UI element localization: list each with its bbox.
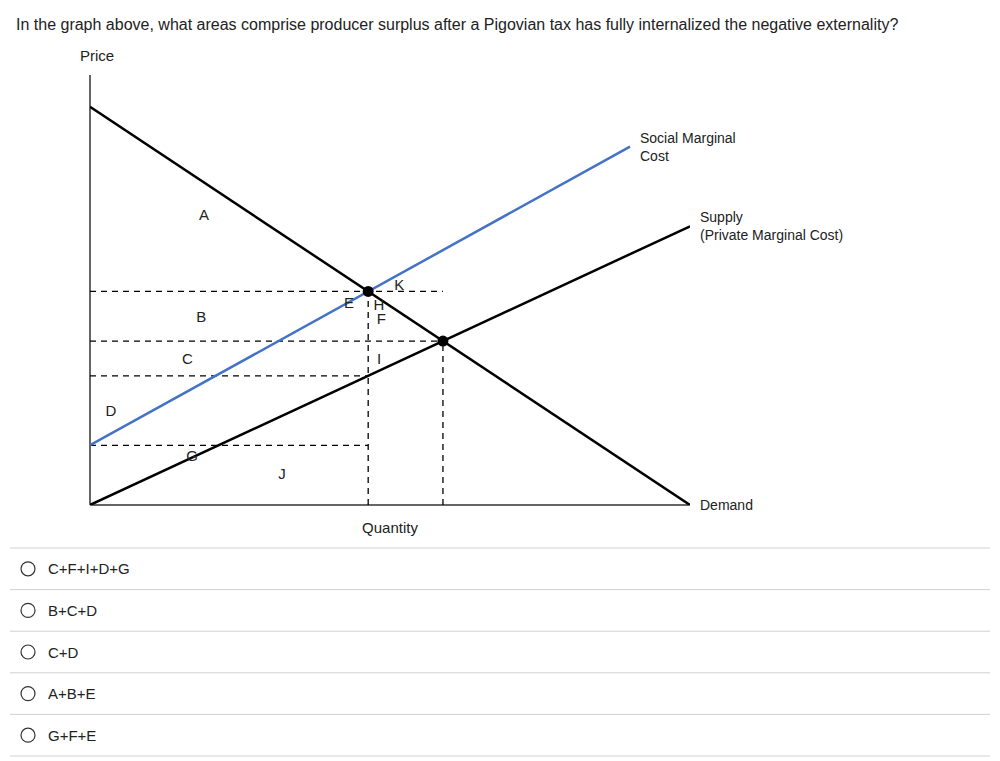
guide-line bbox=[90, 291, 443, 292]
answer-choice: G+F+E bbox=[48, 727, 96, 744]
guide-line bbox=[90, 375, 368, 376]
region-label: K bbox=[394, 276, 404, 293]
radio bbox=[21, 603, 35, 617]
plot-area bbox=[90, 107, 690, 505]
curve bbox=[90, 107, 690, 505]
answer-choice: A+B+E bbox=[48, 685, 96, 702]
separator bbox=[10, 631, 990, 632]
separator bbox=[10, 672, 990, 673]
curve-label-line: Social Marginal bbox=[640, 130, 736, 146]
separator bbox=[10, 589, 990, 590]
region-label: C bbox=[182, 350, 193, 367]
region-label: A bbox=[199, 206, 209, 223]
curve-label-line: Demand bbox=[700, 497, 753, 513]
region-label: B bbox=[196, 308, 206, 325]
curve bbox=[90, 226, 690, 505]
title-line: In the graph above, what areas comprise … bbox=[16, 16, 898, 33]
x-axis bbox=[90, 504, 690, 506]
region-label: E bbox=[344, 294, 354, 311]
curve bbox=[90, 147, 630, 446]
region-label: J bbox=[278, 465, 286, 482]
guide-line bbox=[368, 291, 369, 505]
answer-choice: C+D bbox=[48, 644, 79, 661]
radio bbox=[21, 562, 35, 576]
curve-label: Demand bbox=[700, 497, 753, 513]
separator bbox=[10, 756, 990, 757]
region-label: D bbox=[106, 402, 117, 419]
region-label: F bbox=[377, 310, 386, 327]
region-label: G bbox=[186, 447, 198, 464]
guide-line bbox=[90, 445, 368, 446]
y-axis-label: Price bbox=[80, 47, 114, 64]
curve-label-line: Cost bbox=[640, 148, 669, 164]
separator bbox=[10, 714, 990, 715]
separator bbox=[10, 548, 990, 549]
x-axis-label: Quantity bbox=[362, 519, 418, 536]
guide-line bbox=[442, 341, 443, 505]
curve-label-line: Supply bbox=[700, 209, 743, 225]
title: In the graph above, what areas comprise … bbox=[16, 16, 898, 33]
curve-label: Social Marginal Cost bbox=[640, 130, 736, 164]
guide-line bbox=[90, 340, 443, 341]
y-axis bbox=[89, 75, 91, 505]
curve-label-line: (Private Marginal Cost) bbox=[700, 227, 843, 243]
intersection-point bbox=[363, 286, 374, 297]
labels: Demand Supply (Private Marginal Cost) Socia… bbox=[106, 130, 844, 513]
answer-choice: C+F+I+D+G bbox=[48, 560, 130, 577]
radio bbox=[21, 728, 35, 742]
intersection-point bbox=[437, 336, 448, 347]
answer-choice: B+C+D bbox=[48, 602, 97, 619]
curve-label: Supply (Private Marginal Cost) bbox=[700, 209, 843, 243]
region-label: I bbox=[377, 350, 381, 367]
radio bbox=[21, 687, 35, 701]
radio bbox=[21, 645, 35, 659]
